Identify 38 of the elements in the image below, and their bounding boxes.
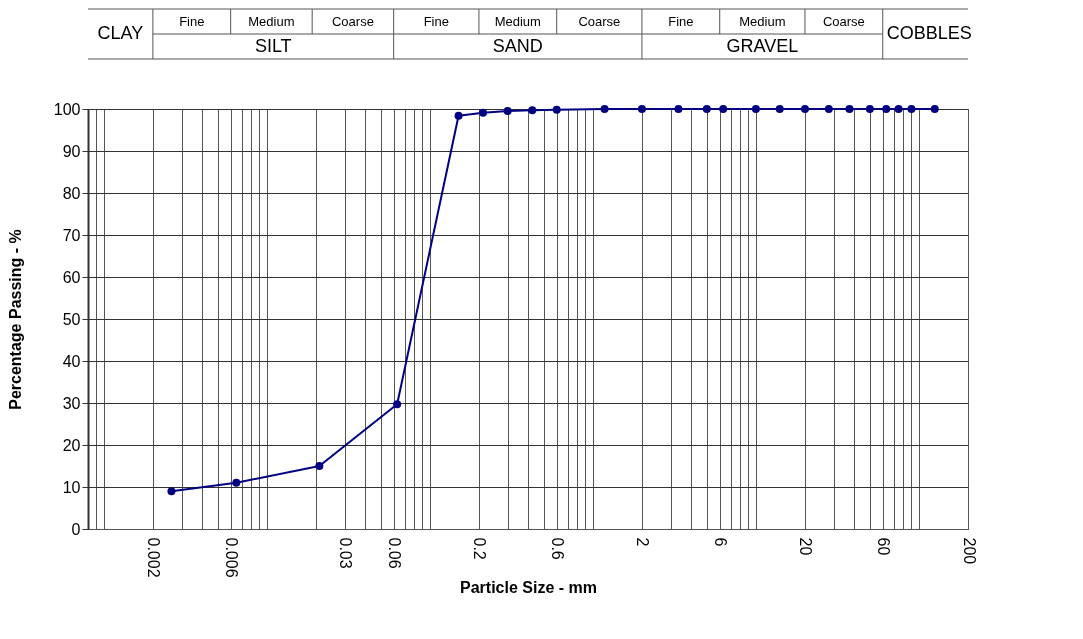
y-axis-title: Percentage Passing - % — [6, 229, 24, 410]
text: GRAVEL — [726, 35, 799, 56]
x-tick-label: 6 — [712, 537, 730, 547]
y-tick-label: 30 — [62, 394, 81, 412]
y-tick-label: 40 — [62, 352, 81, 370]
y-tick-label: 50 — [62, 310, 81, 328]
text: Medium — [739, 13, 786, 29]
x-tick-label: 0.06 — [386, 537, 404, 569]
y-tick-label: 70 — [62, 226, 81, 244]
text: CLAY — [97, 23, 144, 43]
text: Medium — [248, 13, 295, 29]
x-tick-label: 20 — [797, 537, 815, 556]
x-tick-label: 0.006 — [223, 537, 241, 578]
y-tick-label: 60 — [62, 268, 81, 286]
y-tick-label: 20 — [62, 436, 81, 454]
x-tick-label: 2 — [634, 537, 652, 547]
text: COBBLES — [886, 23, 972, 43]
text: Fine — [179, 13, 205, 29]
x-axis-title: Particle Size - mm — [460, 578, 597, 596]
y-tick-label: 80 — [62, 184, 81, 202]
y-tick-label: 90 — [62, 142, 81, 160]
x-tick-label: 200 — [960, 537, 978, 565]
y-tick-label: 100 — [53, 100, 81, 118]
text: Coarse — [331, 13, 374, 29]
x-tick-label: 0.03 — [337, 537, 355, 569]
text: SAND — [492, 35, 543, 56]
x-tick-label: 60 — [875, 537, 893, 556]
text: SILT — [254, 35, 292, 56]
text: Fine — [423, 13, 449, 29]
x-tick-label: 0.002 — [145, 537, 163, 578]
text: Coarse — [822, 13, 865, 29]
text: Medium — [494, 13, 541, 29]
y-tick-label: 0 — [71, 520, 81, 538]
x-tick-label: 0.2 — [471, 537, 489, 560]
y-tick-label: 10 — [62, 478, 81, 496]
text: Coarse — [578, 13, 621, 29]
text: Fine — [668, 13, 694, 29]
x-tick-label: 0.6 — [549, 537, 567, 560]
